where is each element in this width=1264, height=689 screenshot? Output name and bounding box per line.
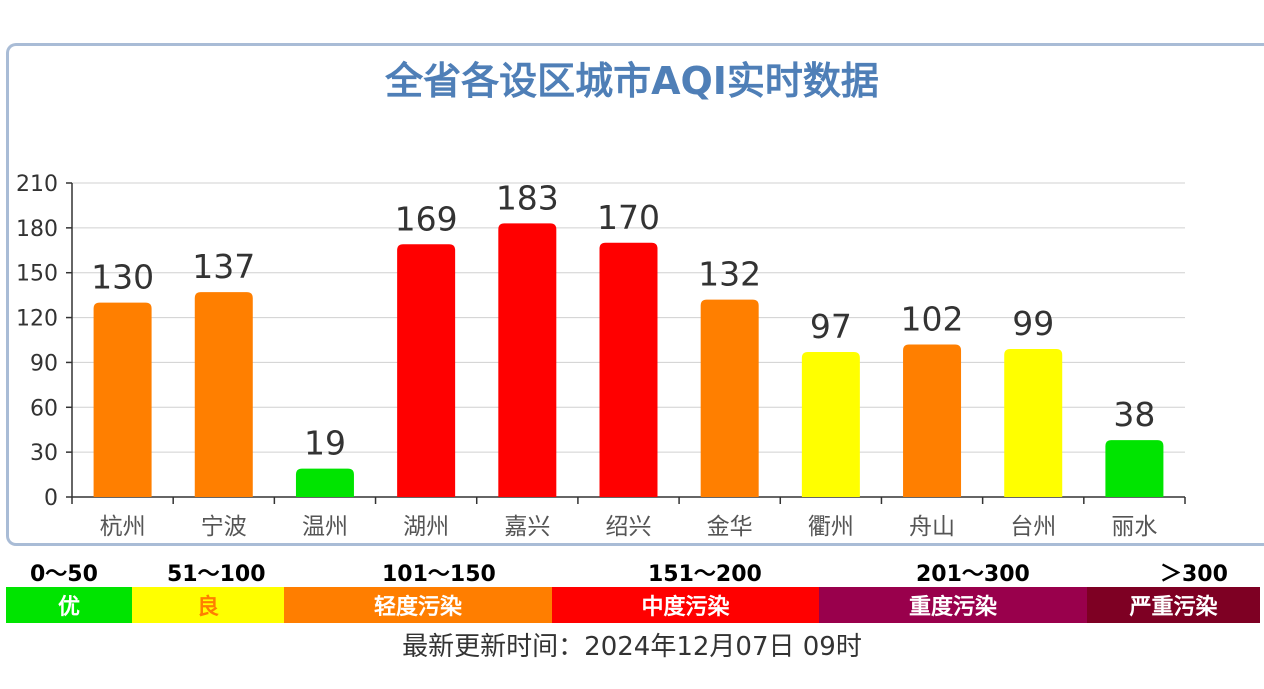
x-tick-label: 温州 — [302, 514, 348, 540]
level-label: 中度污染 — [641, 595, 730, 620]
x-tick-label: 嘉兴 — [504, 514, 550, 540]
range-labels-row: 0～50 51～100 101～150 151～200 201～300 ＞300 — [0, 556, 1264, 587]
y-tick-label: 30 — [30, 441, 58, 466]
x-tick-label: 金华 — [707, 514, 753, 540]
x-tick-label: 衢州 — [808, 514, 854, 540]
value-label: 130 — [91, 258, 154, 297]
bar-衢州 — [801, 351, 860, 497]
value-label: 170 — [597, 198, 660, 237]
value-label: 97 — [810, 307, 852, 346]
x-tick-label: 绍兴 — [606, 514, 652, 540]
level-label: 轻度污染 — [373, 595, 462, 620]
level-excellent: 优 — [6, 587, 132, 623]
bar-丽水 — [1105, 440, 1164, 497]
level-light-pollution: 轻度污染 — [284, 587, 552, 623]
aqi-bar-chart: 0 30 60 90 120 150 180 210 杭州 宁波 温州 湖州 嘉兴 绍兴 金华 衢州 舟山 台州… — [16, 172, 1186, 540]
y-tick-label: 0 — [44, 486, 58, 511]
range-label-1: 51～100 — [167, 562, 266, 587]
update-time: 最新更新时间：2024年12月07日 09时 — [402, 632, 862, 662]
level-label: 严重污染 — [1129, 595, 1218, 620]
x-tick-label: 丽水 — [1111, 514, 1157, 540]
bar-宁波 — [194, 292, 253, 497]
value-label: 183 — [496, 178, 559, 217]
level-heavy-pollution: 重度污染 — [819, 587, 1087, 623]
level-label: 良 — [196, 595, 219, 620]
aqi-level-legend: 优 良 轻度污染 中度污染 重度污染 严重污染 — [6, 587, 1260, 623]
level-severe-pollution: 严重污染 — [1087, 587, 1260, 623]
range-label-5: ＞300 — [1160, 562, 1228, 587]
range-label-0: 0～50 — [30, 562, 98, 587]
value-label: 169 — [395, 199, 458, 238]
chart-title: 全省各设区城市AQI实时数据 — [385, 59, 879, 103]
bar-台州 — [1004, 348, 1063, 497]
y-tick-label: 210 — [16, 172, 58, 197]
bar-嘉兴 — [498, 223, 557, 497]
bar-湖州 — [397, 244, 456, 497]
level-good: 良 — [132, 587, 284, 623]
y-tick-label: 180 — [16, 217, 58, 242]
value-label: 132 — [698, 255, 761, 294]
value-label: 99 — [1012, 304, 1054, 343]
y-tick-label: 150 — [16, 262, 58, 287]
bar-舟山 — [903, 344, 962, 497]
bars — [93, 223, 1164, 497]
x-tick-label: 舟山 — [909, 514, 955, 540]
range-label-2: 101～150 — [382, 562, 496, 587]
level-moderate-pollution: 中度污染 — [552, 587, 819, 623]
bar-金华 — [700, 299, 759, 497]
x-axis: 杭州 宁波 温州 湖州 嘉兴 绍兴 金华 衢州 舟山 台州 丽水 — [71, 496, 1186, 540]
value-label: 137 — [192, 247, 255, 286]
y-tick-label: 90 — [30, 351, 58, 376]
x-tick-label: 湖州 — [403, 514, 449, 540]
chart-panel — [6, 43, 1264, 546]
range-label-3: 151～200 — [648, 562, 762, 587]
data-labels: 130 137 19 169 183 170 132 97 102 99 38 — [91, 178, 1155, 462]
level-label: 优 — [57, 595, 80, 620]
bar-杭州 — [93, 302, 152, 497]
y-axis: 0 30 60 90 120 150 180 210 — [16, 172, 73, 511]
level-label: 重度污染 — [908, 595, 997, 620]
bar-绍兴 — [599, 242, 658, 497]
value-label: 19 — [304, 424, 346, 463]
range-label-4: 201～300 — [916, 562, 1030, 587]
value-label: 102 — [901, 299, 964, 338]
y-tick-label: 60 — [30, 396, 58, 421]
x-tick-label: 台州 — [1010, 514, 1056, 540]
x-tick-label: 宁波 — [201, 514, 247, 540]
x-tick-label: 杭州 — [100, 514, 146, 540]
value-label: 38 — [1113, 395, 1155, 434]
bar-温州 — [295, 468, 354, 497]
y-tick-label: 120 — [16, 307, 58, 332]
